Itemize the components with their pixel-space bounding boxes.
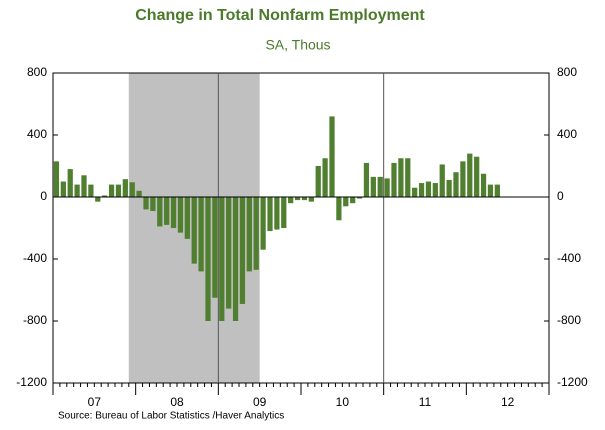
bar — [487, 184, 494, 197]
bar — [177, 197, 184, 233]
bar — [102, 195, 108, 197]
bar — [391, 162, 397, 197]
bar — [198, 197, 204, 272]
x-tick-label: 09 — [253, 395, 267, 409]
bar — [88, 184, 94, 197]
x-tick-label: 07 — [88, 395, 102, 409]
chart-subtitle: SA, Thous — [265, 37, 330, 53]
chart-title: Change in Total Nonfarm Employment — [135, 7, 425, 24]
bar — [315, 166, 321, 197]
bar — [350, 197, 356, 204]
y2-tick-label: 800 — [557, 65, 577, 79]
bar — [122, 179, 128, 197]
bar — [108, 184, 115, 197]
bar — [301, 197, 308, 201]
bar — [274, 197, 280, 230]
plot-frame — [52, 72, 550, 384]
bar — [460, 161, 466, 197]
bar — [439, 164, 445, 197]
bar — [260, 197, 266, 250]
bar — [281, 197, 287, 228]
bar — [336, 197, 342, 221]
bar — [425, 181, 432, 197]
bar — [136, 190, 142, 197]
bar — [432, 183, 438, 197]
bar — [60, 181, 66, 197]
bar — [95, 197, 101, 202]
x-tick-label: 10 — [336, 395, 350, 409]
y-tick-label: -400 — [23, 251, 47, 265]
bar — [164, 197, 170, 225]
y-tick-label: -800 — [23, 313, 47, 327]
bar — [480, 173, 487, 197]
bar — [398, 158, 404, 197]
bar — [226, 197, 232, 309]
bar — [219, 197, 225, 321]
bar — [343, 197, 349, 207]
y2-tick-label: -800 — [557, 313, 581, 327]
bar — [232, 197, 239, 321]
bar — [356, 197, 363, 199]
bar — [267, 197, 273, 232]
bar — [494, 184, 500, 197]
bar — [53, 161, 60, 197]
bar — [412, 187, 418, 197]
bar — [453, 172, 459, 197]
bar — [184, 197, 190, 239]
bar — [294, 197, 301, 201]
bar — [170, 197, 177, 228]
bar — [74, 184, 80, 197]
x-tick-label: 12 — [501, 395, 515, 409]
bar — [157, 197, 163, 227]
bar — [384, 178, 390, 197]
bar — [322, 158, 328, 197]
bar — [363, 162, 370, 197]
y-tick-label: -1200 — [16, 375, 47, 389]
bar — [212, 197, 218, 298]
bar — [239, 197, 246, 304]
y2-tick-label: -400 — [557, 251, 581, 265]
x-tick-label: 11 — [419, 395, 432, 409]
bar — [329, 116, 335, 197]
bar — [191, 197, 197, 264]
bar — [418, 183, 425, 197]
bar — [370, 176, 376, 197]
bar — [377, 176, 383, 197]
bar — [115, 184, 122, 197]
bar — [129, 182, 135, 197]
bar — [474, 156, 480, 197]
y-tick-label: 400 — [27, 127, 47, 141]
y-tick-label: 0 — [40, 189, 47, 203]
y2-tick-label: 400 — [557, 127, 577, 141]
bar — [205, 197, 211, 321]
y2-tick-label: 0 — [557, 189, 564, 203]
x-tick-label: 08 — [170, 395, 184, 409]
bar — [405, 158, 411, 197]
y2-tick-label: -1200 — [557, 375, 588, 389]
source-note: Source: Bureau of Labor Statistics /Have… — [58, 411, 284, 422]
y-tick-label: 800 — [27, 65, 47, 79]
bar — [67, 169, 73, 197]
bar — [246, 197, 252, 272]
bar — [467, 153, 473, 197]
bar — [288, 197, 294, 204]
bar — [143, 197, 149, 210]
bar — [81, 175, 87, 197]
bar — [308, 197, 314, 202]
bar — [446, 179, 452, 197]
bar — [253, 197, 259, 270]
bar — [150, 197, 156, 211]
